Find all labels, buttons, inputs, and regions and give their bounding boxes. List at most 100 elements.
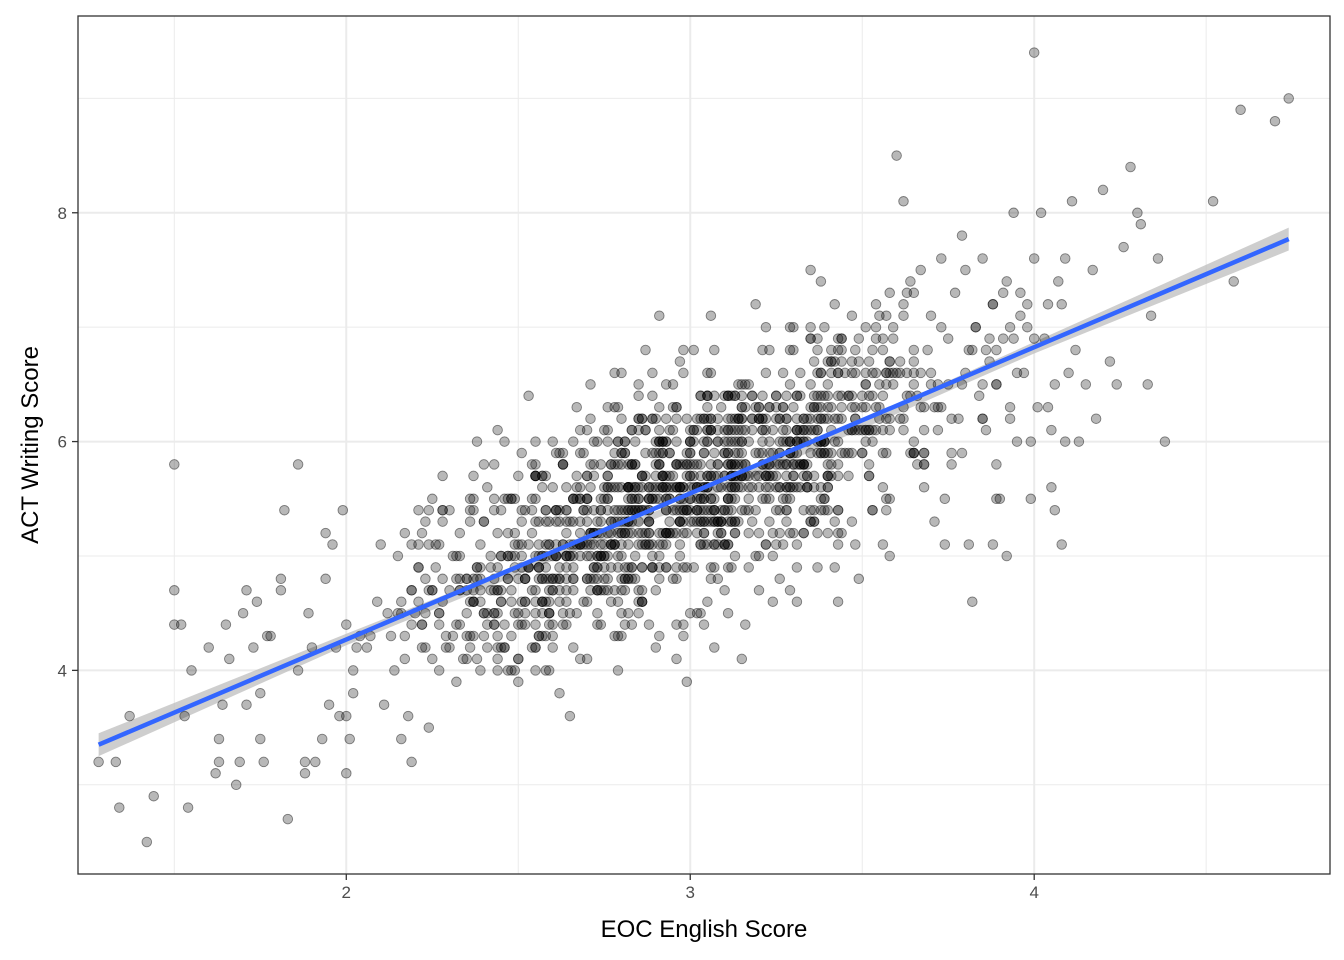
- data-point: [925, 367, 937, 379]
- data-point: [344, 733, 355, 745]
- data-point: [887, 333, 899, 344]
- data-point: [684, 436, 696, 447]
- data-point: [777, 493, 789, 505]
- data-point: [392, 550, 404, 562]
- data-point: [997, 287, 1009, 299]
- data-point: [588, 573, 600, 585]
- data-point: [650, 482, 662, 493]
- data-point: [571, 482, 582, 493]
- data-point: [341, 768, 352, 779]
- data-point: [540, 470, 552, 482]
- data-point: [832, 504, 844, 516]
- data-point: [819, 447, 830, 459]
- data-point: [413, 504, 424, 516]
- data-point: [537, 630, 548, 642]
- data-point: [808, 470, 820, 482]
- data-point: [396, 733, 407, 745]
- data-point: [815, 367, 827, 379]
- data-point: [815, 504, 827, 516]
- data-point: [471, 436, 483, 447]
- data-point: [956, 230, 968, 241]
- data-point: [822, 470, 834, 482]
- data-point: [698, 516, 710, 527]
- data-point: [406, 756, 417, 768]
- data-point: [623, 482, 634, 493]
- data-point: [891, 367, 902, 379]
- data-point: [530, 607, 541, 619]
- data-point: [812, 447, 823, 459]
- data-point: [922, 344, 933, 356]
- data-point: [616, 527, 627, 539]
- data-point: [774, 459, 785, 470]
- data-point: [798, 470, 809, 482]
- data-point: [1125, 161, 1136, 173]
- data-point: [234, 756, 245, 768]
- data-point: [519, 573, 531, 585]
- data-point: [643, 516, 655, 527]
- data-point: [623, 504, 634, 516]
- data-point: [602, 550, 613, 562]
- data-point: [733, 482, 744, 493]
- data-point: [568, 493, 579, 505]
- data-point: [361, 642, 373, 653]
- data-point: [740, 401, 751, 413]
- data-point: [1066, 196, 1078, 207]
- data-point: [887, 379, 899, 390]
- data-point: [898, 299, 909, 310]
- data-point: [468, 493, 479, 505]
- data-point: [654, 436, 665, 447]
- data-point: [987, 299, 999, 310]
- data-point: [863, 470, 875, 482]
- data-point: [705, 413, 717, 424]
- data-point: [881, 367, 892, 379]
- data-point: [499, 619, 510, 630]
- data-point: [674, 459, 686, 470]
- data-point: [1283, 93, 1294, 104]
- data-point: [423, 722, 435, 733]
- data-point: [664, 470, 675, 482]
- data-point: [712, 459, 724, 470]
- data-point: [753, 401, 765, 413]
- data-point: [547, 630, 558, 642]
- data-point: [592, 585, 603, 596]
- data-point: [733, 436, 744, 447]
- data-point: [709, 504, 720, 516]
- data-point: [564, 607, 576, 619]
- data-point: [382, 607, 393, 619]
- data-point: [767, 424, 779, 436]
- data-point: [643, 539, 655, 550]
- data-point: [808, 424, 820, 436]
- data-point: [671, 573, 682, 585]
- data-point: [698, 527, 710, 539]
- data-point: [860, 401, 871, 413]
- data-point: [506, 665, 517, 676]
- data-point: [719, 504, 730, 516]
- data-point: [719, 436, 730, 447]
- data-point: [581, 653, 593, 665]
- data-point: [406, 539, 417, 550]
- data-point: [561, 527, 572, 539]
- data-point: [681, 504, 693, 516]
- data-point: [1235, 104, 1246, 116]
- data-point: [884, 493, 895, 505]
- data-point: [822, 504, 834, 516]
- data-point: [863, 470, 875, 482]
- data-point: [822, 482, 834, 493]
- data-point: [471, 562, 483, 573]
- data-point: [602, 585, 613, 596]
- data-point: [832, 470, 844, 482]
- data-point: [557, 619, 569, 630]
- data-point: [722, 436, 734, 447]
- data-point: [1008, 333, 1019, 344]
- data-point: [513, 653, 524, 665]
- data-point: [705, 470, 717, 482]
- data-point: [506, 585, 517, 596]
- data-point: [722, 504, 734, 516]
- data-point: [660, 470, 672, 482]
- data-point: [626, 493, 638, 505]
- data-point: [715, 516, 727, 527]
- data-point: [664, 424, 675, 436]
- data-point: [623, 482, 634, 493]
- data-point: [643, 493, 655, 505]
- data-point: [826, 356, 837, 367]
